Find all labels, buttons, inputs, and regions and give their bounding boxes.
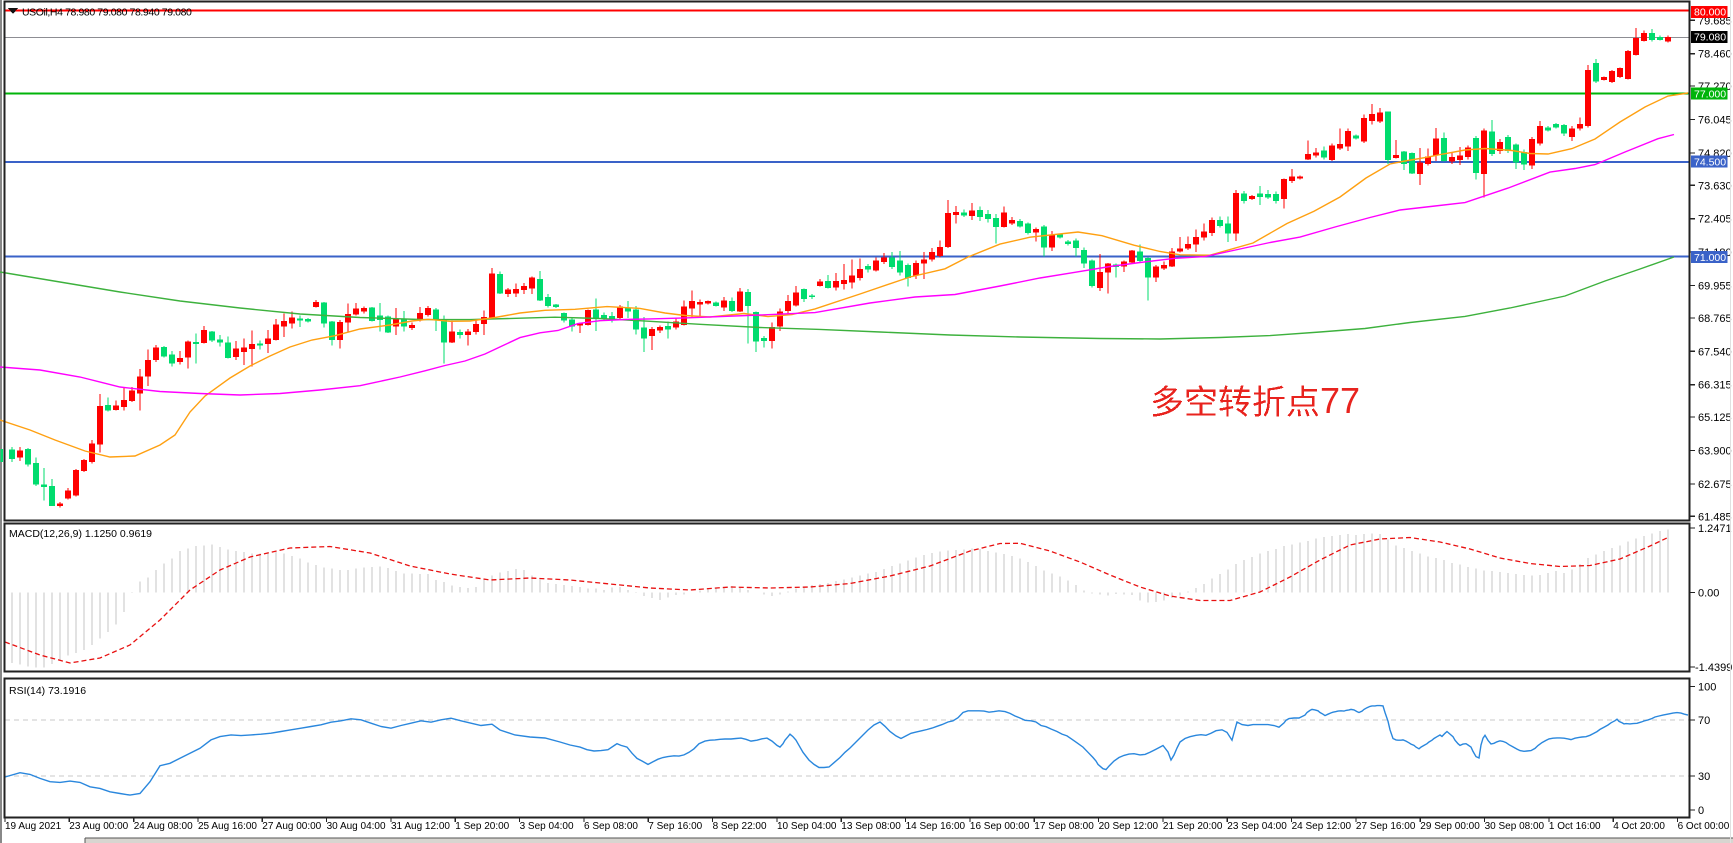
svg-text:20 Sep 12:00: 20 Sep 12:00 (1099, 821, 1159, 832)
svg-text:1 Oct 16:00: 1 Oct 16:00 (1549, 821, 1601, 832)
svg-text:62.675: 62.675 (1698, 479, 1732, 491)
svg-text:65.125: 65.125 (1698, 412, 1732, 424)
svg-text:-1.4399: -1.4399 (1695, 662, 1732, 674)
svg-text:10 Sep 04:00: 10 Sep 04:00 (777, 821, 837, 832)
svg-text:23 Sep 04:00: 23 Sep 04:00 (1227, 821, 1287, 832)
svg-text:76.045: 76.045 (1698, 115, 1732, 127)
svg-text:17 Sep 08:00: 17 Sep 08:00 (1034, 821, 1094, 832)
svg-text:71.000: 71.000 (1694, 252, 1726, 264)
svg-text:30: 30 (1698, 771, 1710, 783)
svg-text:72.405: 72.405 (1698, 214, 1732, 226)
svg-text:77.000: 77.000 (1694, 88, 1726, 100)
svg-text:MACD(12,26,9) 1.1250 0.9619: MACD(12,26,9) 1.1250 0.9619 (9, 528, 152, 540)
svg-text:13 Sep 08:00: 13 Sep 08:00 (841, 821, 901, 832)
svg-text:79.685: 79.685 (1698, 15, 1732, 27)
svg-text:USOil,H4 78.980 79.080 78.940: USOil,H4 78.980 79.080 78.940 79.080 (22, 7, 192, 19)
svg-text:23 Aug 00:00: 23 Aug 00:00 (69, 821, 128, 832)
svg-text:73.630: 73.630 (1698, 180, 1732, 192)
svg-text:16 Sep 00:00: 16 Sep 00:00 (970, 821, 1030, 832)
svg-text:27 Sep 16:00: 27 Sep 16:00 (1356, 821, 1416, 832)
svg-text:67.540: 67.540 (1698, 346, 1732, 358)
svg-text:31 Aug 12:00: 31 Aug 12:00 (391, 821, 450, 832)
svg-text:30 Sep 08:00: 30 Sep 08:00 (1485, 821, 1545, 832)
svg-text:70: 70 (1698, 715, 1710, 727)
svg-text:14 Sep 16:00: 14 Sep 16:00 (906, 821, 966, 832)
svg-text:69.955: 69.955 (1698, 281, 1732, 293)
svg-text:3 Sep 04:00: 3 Sep 04:00 (520, 821, 574, 832)
svg-text:0.00: 0.00 (1698, 588, 1719, 600)
svg-text:6 Sep 08:00: 6 Sep 08:00 (584, 821, 638, 832)
svg-text:30 Aug 04:00: 30 Aug 04:00 (327, 821, 386, 832)
svg-text:0: 0 (1698, 805, 1704, 817)
svg-text:61.485: 61.485 (1698, 511, 1732, 523)
svg-text:77: 77 (1320, 380, 1360, 421)
svg-text:24 Sep 12:00: 24 Sep 12:00 (1292, 821, 1352, 832)
svg-text:24 Aug 08:00: 24 Aug 08:00 (134, 821, 193, 832)
svg-text:27 Aug 00:00: 27 Aug 00:00 (262, 821, 321, 832)
svg-text:19 Aug 2021: 19 Aug 2021 (5, 821, 62, 832)
svg-text:6 Oct 00:00: 6 Oct 00:00 (1678, 821, 1730, 832)
svg-text:66.315: 66.315 (1698, 380, 1732, 392)
svg-text:100: 100 (1698, 682, 1716, 694)
svg-text:21 Sep 20:00: 21 Sep 20:00 (1163, 821, 1223, 832)
svg-text:RSI(14) 73.1916: RSI(14) 73.1916 (9, 685, 86, 697)
svg-text:1.2471: 1.2471 (1698, 523, 1732, 535)
svg-text:78.460: 78.460 (1698, 49, 1732, 61)
svg-text:8 Sep 22:00: 8 Sep 22:00 (713, 821, 767, 832)
svg-text:1 Sep 20:00: 1 Sep 20:00 (455, 821, 509, 832)
svg-text:68.765: 68.765 (1698, 313, 1732, 325)
svg-text:29 Sep 00:00: 29 Sep 00:00 (1420, 821, 1480, 832)
svg-text:25 Aug 16:00: 25 Aug 16:00 (198, 821, 257, 832)
svg-text:63.900: 63.900 (1698, 446, 1732, 458)
svg-text:4 Oct 20:00: 4 Oct 20:00 (1613, 821, 1665, 832)
svg-text:79.080: 79.080 (1694, 32, 1726, 44)
svg-text:80.000: 80.000 (1694, 7, 1726, 19)
svg-text:74.500: 74.500 (1694, 156, 1726, 168)
svg-text:7 Sep 16:00: 7 Sep 16:00 (648, 821, 702, 832)
